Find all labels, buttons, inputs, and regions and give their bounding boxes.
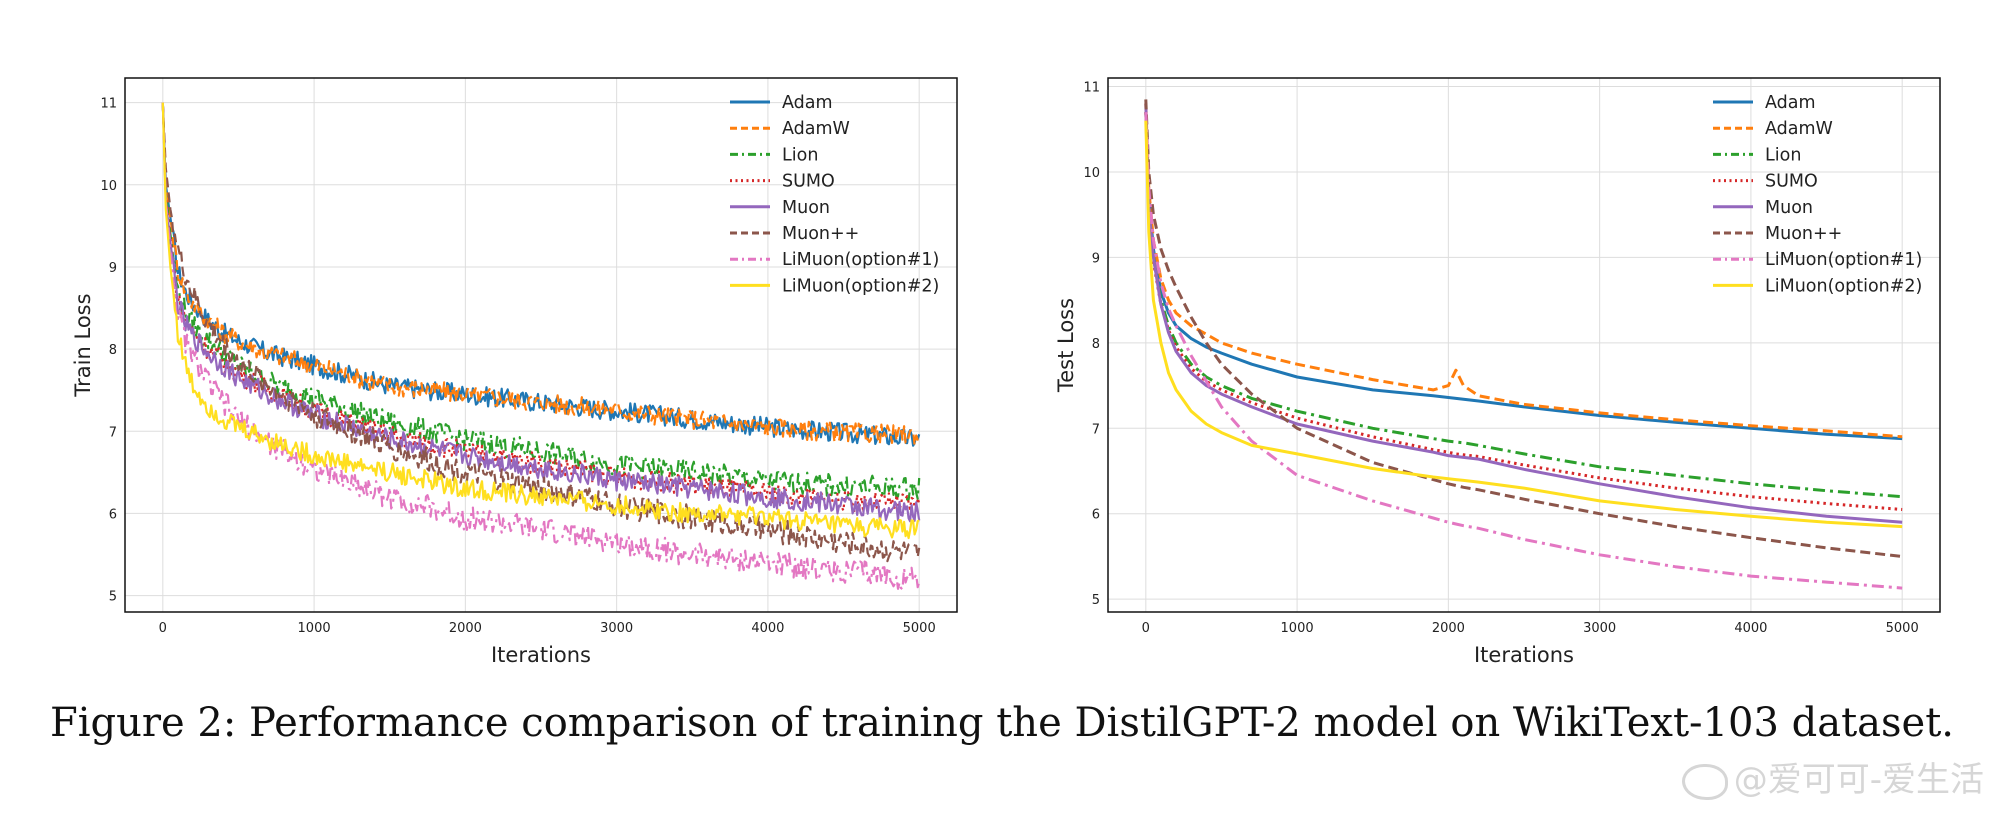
- legend-label: Adam: [782, 93, 833, 113]
- x-tick-label: 1000: [1281, 621, 1314, 636]
- x-axis-label: Iterations: [491, 643, 591, 667]
- y-tick-label: 7: [1092, 422, 1100, 437]
- x-tick-label: 0: [1142, 621, 1150, 636]
- legend-label: SUMO: [1765, 172, 1818, 192]
- legend: Adam AdamW Lion SUMO Muon Muon++ LiMuon(option…: [1713, 93, 1922, 296]
- legend-label: Muon: [782, 198, 830, 218]
- y-axis-label: Train Loss: [71, 293, 95, 397]
- legend-label: Lion: [782, 145, 818, 165]
- y-tick-label: 11: [100, 97, 117, 112]
- legend-label: LiMuon(option#1): [1765, 250, 1922, 270]
- x-tick-label: 2000: [449, 621, 482, 636]
- series-line-muon: [1144, 103, 1903, 524]
- y-tick-label: 5: [109, 590, 117, 605]
- watermark: @爱可可-爱生活: [1681, 752, 1984, 801]
- series-line-muon-: [161, 102, 921, 563]
- series-line-lion: [161, 102, 921, 501]
- chart-panel-2: 0 1000 2000 3000 4000 5000 5 6 7 8 9 10 11 Iterations…: [1054, 77, 1941, 667]
- plot-frame: [124, 77, 958, 613]
- series-line-limuon-option-1-: [1144, 112, 1903, 590]
- y-tick-label: 10: [1083, 166, 1100, 181]
- series-line-adam: [1144, 112, 1903, 441]
- legend-label: Muon: [1765, 198, 1813, 218]
- series-line-sumo: [161, 102, 921, 514]
- series-line-limuon-option-1-: [161, 102, 921, 591]
- y-tick-label: 8: [109, 343, 117, 358]
- weibo-icon: [1681, 763, 1728, 800]
- series-line-adamw: [161, 102, 921, 447]
- x-tick-label: 1000: [298, 621, 331, 636]
- x-tick-label: 0: [159, 621, 167, 636]
- y-tick-label: 11: [1083, 81, 1100, 96]
- series-line-muon: [161, 102, 921, 523]
- x-tick-label: 2000: [1432, 621, 1465, 636]
- series-line-adamw: [1144, 103, 1903, 439]
- legend-label: SUMO: [782, 172, 835, 192]
- watermark-text: @爱可可-爱生活: [1733, 760, 1984, 800]
- y-tick-label: 9: [1092, 251, 1100, 266]
- y-tick-label: 5: [1092, 593, 1100, 608]
- x-tick-label: 3000: [600, 621, 633, 636]
- legend-label: AdamW: [782, 119, 850, 139]
- plot-frame: [1107, 77, 1941, 613]
- legend-label: LiMuon(option#1): [782, 250, 939, 270]
- y-tick-label: 6: [1092, 508, 1100, 523]
- series-line-limuon-option-2-: [161, 102, 920, 540]
- x-tick-label: 4000: [1734, 621, 1767, 636]
- y-tick-label: 7: [109, 425, 117, 440]
- legend-label: Muon++: [1765, 224, 1842, 244]
- figure: 0 1000 2000 3000 4000 5000 5 6 7 8 9 10 11 Iterations…: [71, 77, 1941, 667]
- y-tick-label: 6: [109, 507, 117, 522]
- chart-panel-1: 0 1000 2000 3000 4000 5000 5 6 7 8 9 10 11 Iterations…: [71, 77, 958, 667]
- series-line-limuon-option-2-: [1144, 120, 1903, 529]
- x-tick-label: 5000: [903, 621, 936, 636]
- legend: Adam AdamW Lion SUMO Muon Muon++ LiMuon(option…: [730, 93, 939, 296]
- y-tick-label: 10: [100, 179, 117, 194]
- y-tick-label: 8: [1092, 337, 1100, 352]
- legend-label: Lion: [1765, 145, 1801, 165]
- legend-label: Muon++: [782, 224, 859, 244]
- legend-label: LiMuon(option#2): [1765, 276, 1922, 296]
- series-line-lion: [1144, 112, 1903, 499]
- y-tick-label: 9: [109, 261, 117, 276]
- series-line-muon-: [1144, 99, 1903, 558]
- x-axis-label: Iterations: [1474, 643, 1574, 667]
- legend-label: LiMuon(option#2): [782, 276, 939, 296]
- legend-label: AdamW: [1765, 119, 1833, 139]
- legend-label: Adam: [1765, 93, 1816, 113]
- x-tick-label: 5000: [1886, 621, 1919, 636]
- y-axis-label: Test Loss: [1054, 298, 1078, 393]
- series-line-sumo: [1144, 112, 1903, 511]
- figure-caption: Figure 2: Performance comparison of trai…: [49, 700, 1954, 746]
- x-tick-label: 3000: [1583, 621, 1616, 636]
- x-tick-label: 4000: [751, 621, 784, 636]
